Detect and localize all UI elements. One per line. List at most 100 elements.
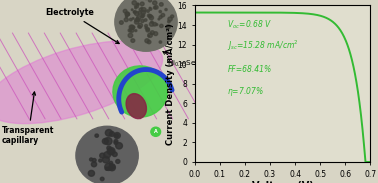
Circle shape bbox=[125, 16, 127, 18]
Circle shape bbox=[145, 27, 147, 29]
Circle shape bbox=[146, 28, 149, 31]
Circle shape bbox=[170, 15, 174, 18]
Circle shape bbox=[148, 35, 150, 37]
Circle shape bbox=[137, 18, 139, 21]
Circle shape bbox=[149, 0, 152, 2]
Circle shape bbox=[131, 39, 135, 42]
Circle shape bbox=[165, 8, 167, 11]
Circle shape bbox=[115, 134, 118, 137]
Ellipse shape bbox=[0, 41, 163, 124]
Circle shape bbox=[138, 25, 140, 28]
Circle shape bbox=[141, 7, 143, 9]
Circle shape bbox=[91, 162, 97, 167]
Circle shape bbox=[137, 16, 141, 20]
Circle shape bbox=[153, 1, 157, 5]
Circle shape bbox=[114, 141, 118, 144]
Circle shape bbox=[159, 10, 161, 13]
Circle shape bbox=[159, 41, 162, 43]
Circle shape bbox=[102, 156, 109, 163]
Circle shape bbox=[141, 8, 146, 12]
Circle shape bbox=[141, 15, 144, 17]
Circle shape bbox=[124, 18, 128, 22]
X-axis label: Voltage (V): Voltage (V) bbox=[252, 181, 313, 183]
Text: Ni$_{0.85}$Se: Ni$_{0.85}$Se bbox=[163, 52, 197, 69]
Circle shape bbox=[148, 33, 152, 38]
Circle shape bbox=[150, 31, 154, 34]
Circle shape bbox=[150, 33, 152, 34]
Circle shape bbox=[136, 17, 139, 20]
Circle shape bbox=[129, 18, 132, 21]
Circle shape bbox=[138, 20, 139, 21]
Circle shape bbox=[167, 20, 170, 23]
Circle shape bbox=[168, 17, 172, 21]
Ellipse shape bbox=[126, 94, 146, 119]
Circle shape bbox=[92, 158, 96, 162]
Y-axis label: Current Density (mA/cm²): Current Density (mA/cm²) bbox=[166, 23, 175, 145]
Circle shape bbox=[131, 9, 133, 11]
Circle shape bbox=[160, 24, 163, 28]
Circle shape bbox=[104, 137, 112, 145]
Circle shape bbox=[135, 18, 138, 22]
Circle shape bbox=[147, 14, 151, 17]
Circle shape bbox=[119, 21, 123, 24]
Circle shape bbox=[102, 138, 108, 144]
Circle shape bbox=[160, 3, 163, 6]
Circle shape bbox=[145, 25, 147, 27]
Circle shape bbox=[138, 23, 143, 27]
Text: $V_{oc}$=0.68 V: $V_{oc}$=0.68 V bbox=[227, 18, 273, 31]
Circle shape bbox=[116, 159, 120, 163]
Circle shape bbox=[107, 147, 115, 155]
Circle shape bbox=[128, 29, 132, 32]
Circle shape bbox=[135, 30, 137, 32]
Circle shape bbox=[109, 161, 113, 165]
Circle shape bbox=[133, 26, 135, 28]
Circle shape bbox=[95, 134, 99, 137]
Text: Electrolyte: Electrolyte bbox=[46, 8, 119, 44]
Circle shape bbox=[135, 20, 139, 24]
Circle shape bbox=[130, 28, 134, 32]
Circle shape bbox=[100, 177, 104, 181]
Circle shape bbox=[147, 10, 149, 12]
Circle shape bbox=[99, 159, 102, 162]
Circle shape bbox=[114, 139, 118, 143]
Ellipse shape bbox=[113, 66, 167, 117]
Circle shape bbox=[149, 15, 152, 18]
Circle shape bbox=[156, 24, 158, 26]
Circle shape bbox=[153, 32, 158, 36]
Circle shape bbox=[109, 132, 115, 136]
Circle shape bbox=[146, 29, 150, 32]
Circle shape bbox=[154, 5, 158, 9]
Circle shape bbox=[158, 18, 160, 20]
Circle shape bbox=[88, 170, 94, 176]
Circle shape bbox=[139, 8, 142, 11]
Circle shape bbox=[139, 26, 141, 28]
Circle shape bbox=[105, 167, 108, 170]
Text: $\eta$=7.07%: $\eta$=7.07% bbox=[227, 85, 264, 98]
Circle shape bbox=[137, 3, 139, 5]
Circle shape bbox=[147, 40, 151, 44]
Circle shape bbox=[132, 18, 134, 19]
Circle shape bbox=[133, 11, 135, 13]
Circle shape bbox=[90, 158, 93, 161]
Circle shape bbox=[125, 12, 130, 16]
Circle shape bbox=[109, 149, 114, 154]
Circle shape bbox=[149, 7, 151, 9]
Circle shape bbox=[109, 165, 115, 171]
Circle shape bbox=[138, 11, 141, 14]
Circle shape bbox=[115, 0, 177, 51]
Circle shape bbox=[116, 143, 122, 149]
Circle shape bbox=[149, 22, 154, 26]
Circle shape bbox=[159, 16, 162, 18]
Circle shape bbox=[133, 11, 136, 14]
Circle shape bbox=[145, 39, 149, 43]
Circle shape bbox=[105, 130, 112, 136]
Text: Transparent
capillary: Transparent capillary bbox=[2, 92, 54, 145]
Circle shape bbox=[141, 19, 144, 23]
Circle shape bbox=[107, 146, 111, 150]
Circle shape bbox=[76, 126, 138, 183]
Circle shape bbox=[153, 6, 156, 9]
Circle shape bbox=[125, 12, 129, 16]
Circle shape bbox=[129, 25, 133, 29]
Circle shape bbox=[104, 152, 110, 158]
Circle shape bbox=[128, 33, 133, 38]
